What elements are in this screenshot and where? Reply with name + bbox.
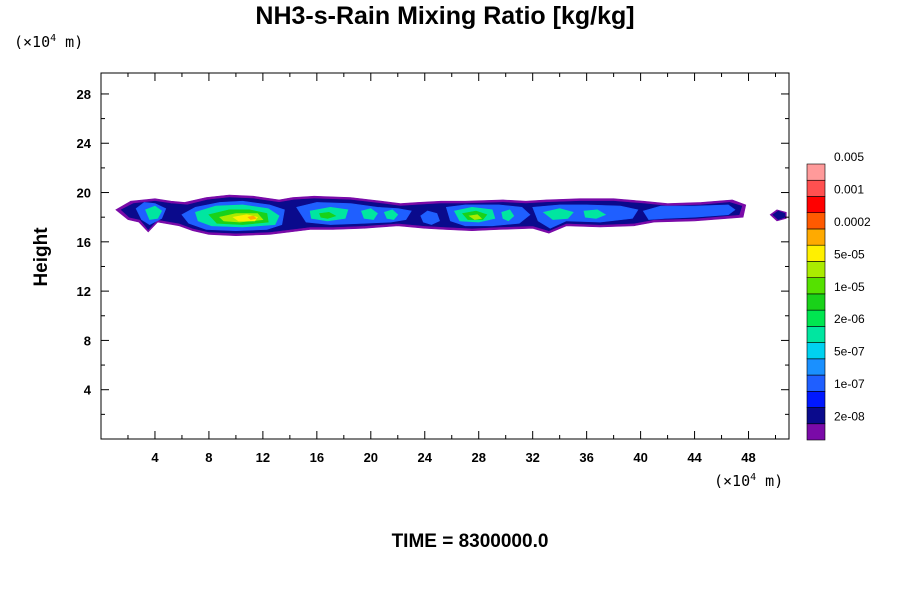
colorbar-label: 0.001	[834, 182, 864, 196]
contour-5e-07-region-7	[642, 204, 736, 220]
colorbar-swatch	[806, 261, 826, 278]
colorbar-swatch	[806, 358, 826, 376]
colorbar-label: 1e-07	[834, 377, 865, 391]
x-tick-label: 32	[525, 450, 539, 465]
x-axis-ticks: 4 8 12 16 20 24 28 32 36 40 44 48	[127, 73, 777, 465]
colorbar-swatch	[806, 407, 826, 425]
contour-0.001-region-1	[247, 215, 257, 220]
x-tick-label: 28	[471, 450, 485, 465]
contour-5e-06-region-8	[542, 208, 574, 220]
y-tick-label: 20	[77, 186, 91, 201]
x-tick-label: 48	[741, 450, 755, 465]
contour-5e-06-region-1	[145, 205, 163, 220]
colorbar-swatch	[806, 244, 826, 262]
x-tick-label: 8	[205, 450, 212, 465]
contour-5e-06-region-4	[361, 208, 378, 220]
x-tick-label: 12	[256, 450, 270, 465]
x-tick-label: 4	[151, 450, 159, 465]
contour-5e-06-region-7	[501, 209, 515, 222]
time-label: TIME = 8300000.0	[391, 531, 549, 552]
colorbar-legend: 2e-08 1e-07 5e-07 2e-06 1e-05 5e-05 0.0002 0.00…	[806, 150, 871, 441]
y-tick-label: 12	[77, 284, 91, 299]
colorbar-label: 5e-05	[834, 247, 865, 261]
contour-5e-06-region-5	[383, 209, 399, 220]
colorbar-swatch	[806, 196, 826, 214]
colorbar-label: 0.005	[834, 150, 864, 164]
x-axis-unit: (×104 m)	[714, 472, 784, 490]
colorbar-swatch	[806, 212, 826, 230]
contour-5e-06-region-9	[583, 209, 607, 219]
colorbar-swatch	[806, 309, 826, 327]
colorbar-swatch	[806, 423, 826, 441]
x-tick-label: 44	[687, 450, 702, 465]
y-axis-unit: (×104 m)	[14, 33, 84, 51]
y-tick-label: 16	[77, 235, 91, 250]
colorbar-swatch	[806, 374, 826, 392]
x-tick-label: 36	[579, 450, 593, 465]
x-tick-label: 16	[310, 450, 324, 465]
chart-title: NH3-s-Rain Mixing Ratio [kg/kg]	[255, 2, 635, 30]
x-tick-label: 24	[418, 450, 433, 465]
colorbar-swatch	[806, 326, 826, 343]
contour-5e-05-region-2	[468, 214, 483, 220]
contour-1e-05-region-3	[319, 211, 337, 219]
y-axis-ticks: 4 8 12 16 20 24 28	[77, 87, 789, 415]
colorbar-swatch	[806, 390, 826, 408]
colorbar-swatch	[806, 277, 826, 295]
y-tick-label: 28	[77, 87, 91, 102]
colorbar-swatch	[806, 293, 826, 311]
x-tick-label: 20	[364, 450, 378, 465]
colorbar-label: 1e-05	[834, 280, 865, 294]
y-tick-label: 4	[84, 383, 92, 398]
contour-1e-07-region-2	[772, 210, 786, 220]
colorbar-swatch	[806, 228, 826, 246]
contour-5e-07-region-4	[420, 210, 440, 225]
colorbar-swatch	[806, 342, 826, 360]
colorbar-swatch	[806, 179, 826, 197]
y-tick-label: 8	[84, 333, 91, 348]
contour-layers	[115, 194, 787, 237]
colorbar-swatch	[806, 163, 826, 181]
colorbar-label: 2e-06	[834, 312, 865, 326]
colorbar-label: 2e-08	[834, 410, 865, 424]
colorbar-label: 5e-07	[834, 345, 865, 359]
plot-frame	[100, 72, 790, 440]
y-tick-label: 24	[77, 136, 92, 151]
x-tick-label: 40	[633, 450, 647, 465]
colorbar-label: 0.0002	[834, 215, 871, 229]
